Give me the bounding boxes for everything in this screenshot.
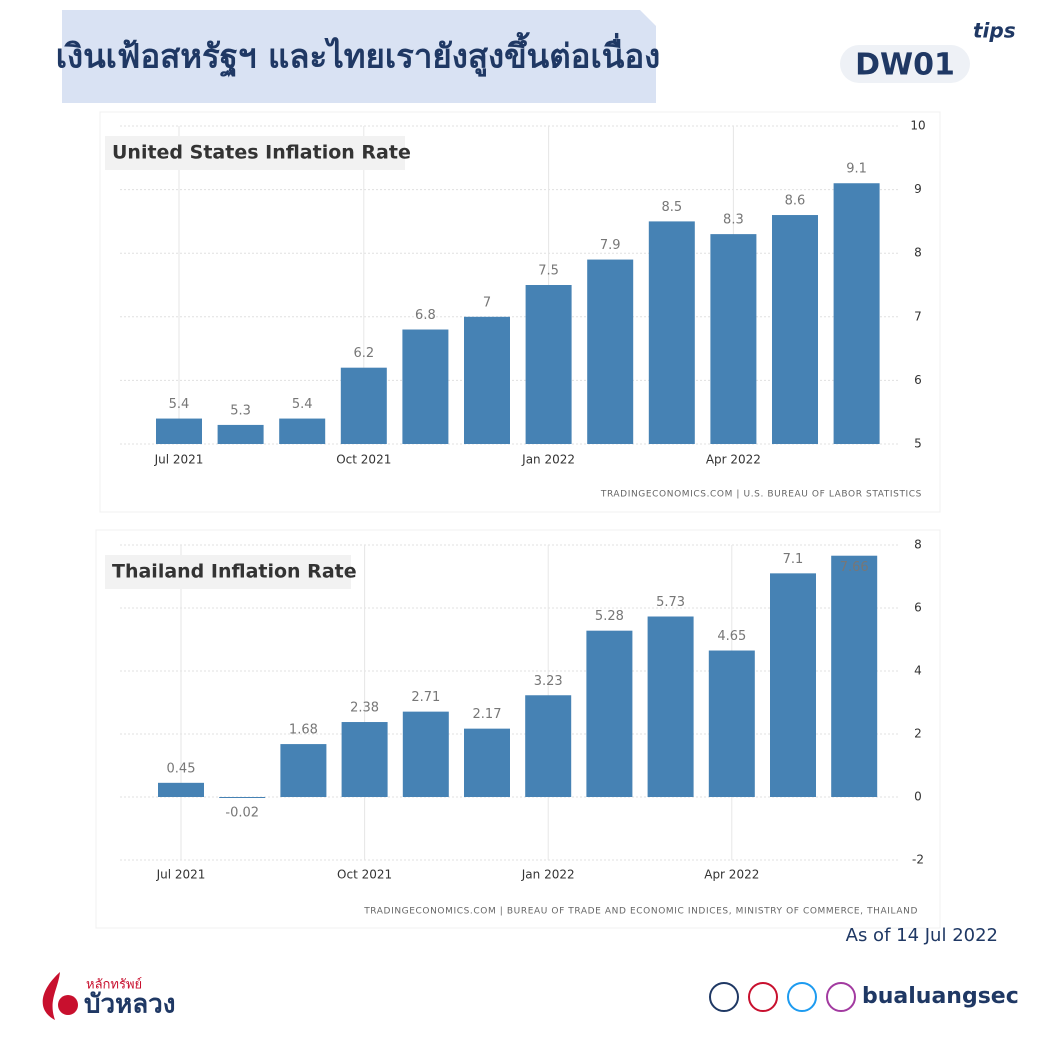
value-label: 5.4 [169, 397, 190, 412]
x-tick-label: Jan 2022 [521, 868, 575, 882]
x-tick-label: Apr 2022 [706, 453, 761, 467]
y-tick-label: 4 [914, 664, 922, 678]
source: TRADINGECONOMICS.COM | U.S. BUREAU OF LA… [600, 490, 922, 500]
value-label: 5.3 [230, 403, 251, 418]
title-banner [62, 10, 656, 103]
value-label: -0.02 [225, 806, 259, 821]
bar [772, 215, 818, 444]
x-tick-label: Jan 2022 [521, 453, 575, 467]
bar [647, 616, 694, 797]
bar [464, 728, 510, 797]
bar [158, 782, 204, 797]
value-label: 7.1 [783, 552, 804, 567]
bar [710, 234, 757, 444]
logo-top: หลักทรัพย์ [86, 977, 142, 993]
logo-mark [42, 972, 60, 1020]
y-tick-label: 0 [914, 790, 922, 804]
y-tick-label: 2 [914, 727, 922, 741]
youtube-icon[interactable] [748, 982, 778, 1012]
bar [525, 285, 572, 444]
x-tick-label: Oct 2021 [337, 868, 392, 882]
bar [464, 316, 510, 444]
bar [831, 555, 878, 797]
value-label: 4.65 [717, 629, 746, 644]
logo-mark [58, 995, 78, 1015]
bar [219, 797, 266, 798]
bar [586, 630, 633, 797]
bar [341, 722, 388, 797]
bar [708, 650, 755, 797]
bar [279, 418, 326, 444]
value-label: 7.5 [538, 264, 559, 279]
bar [156, 418, 202, 444]
bar [833, 183, 880, 445]
as-of-date: As of 14 Jul 2022 [846, 925, 998, 946]
value-label: 1.68 [289, 723, 318, 738]
bar [217, 424, 264, 444]
x-tick-label: Jul 2021 [154, 453, 204, 467]
value-label: 8.3 [723, 213, 744, 228]
bar [402, 711, 449, 797]
value-label: 7.66 [840, 560, 869, 575]
value-label: 9.1 [846, 162, 867, 177]
value-label: 0.45 [167, 761, 196, 776]
brand-badge [840, 45, 970, 83]
value-label: 2.38 [350, 701, 379, 716]
y-tick-label: -2 [912, 853, 924, 867]
source: TRADINGECONOMICS.COM | BUREAU OF TRADE A… [363, 907, 918, 917]
bar [340, 367, 387, 444]
y-tick-label: 8 [914, 538, 922, 552]
bar [587, 259, 634, 444]
instagram-icon[interactable] [826, 982, 856, 1012]
x-tick-label: Jul 2021 [156, 868, 206, 882]
y-tick-label: 6 [914, 601, 922, 615]
y-tick-label: 9 [914, 182, 922, 196]
value-label: 5.28 [595, 609, 624, 624]
chart-title-box [105, 555, 351, 589]
value-label: 7.9 [600, 238, 621, 253]
bar [402, 329, 449, 444]
x-tick-label: Oct 2021 [336, 453, 391, 467]
chart-title: Thailand Inflation Rate [112, 561, 357, 583]
value-label: 5.4 [292, 397, 313, 412]
bar [648, 221, 695, 444]
y-tick-label: 5 [914, 437, 922, 451]
chart-title: United States Inflation Rate [112, 142, 411, 164]
value-label: 6.8 [415, 308, 436, 323]
main-title: เงินเฟ้อสหรัฐฯ และไทยเรายังสูงขึ้นต่อเนื… [56, 32, 661, 78]
bar [525, 695, 572, 797]
logo-name: บัวหลวง [84, 990, 175, 1020]
value-label: 7 [483, 295, 491, 310]
value-label: 2.71 [411, 690, 440, 705]
tips-tag: tips [973, 19, 1016, 43]
value-label: 8.5 [661, 200, 682, 215]
y-tick-label: 10 [910, 119, 925, 133]
bar [770, 573, 816, 797]
x-tick-label: Apr 2022 [704, 868, 759, 882]
value-label: 8.6 [785, 194, 806, 209]
value-label: 6.2 [353, 346, 374, 361]
facebook-icon[interactable] [709, 982, 739, 1012]
y-tick-label: 8 [914, 246, 922, 260]
twitter-icon[interactable] [787, 982, 817, 1012]
value-label: 5.73 [656, 595, 685, 610]
chart-title-box [105, 136, 405, 170]
brand: DW01 [855, 48, 955, 83]
y-tick-label: 6 [914, 373, 922, 387]
bar [280, 744, 327, 797]
social-handle: bualuangsec [862, 984, 1019, 1009]
value-label: 2.17 [473, 707, 502, 722]
y-tick-label: 7 [914, 309, 922, 323]
value-label: 3.23 [534, 674, 563, 689]
